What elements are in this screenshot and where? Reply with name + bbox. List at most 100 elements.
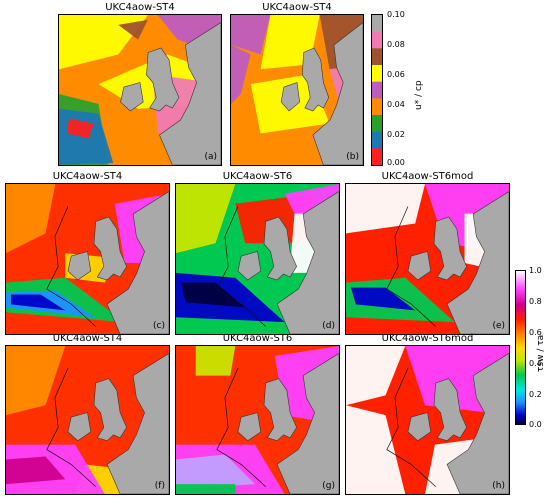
panel-g-label: (g) <box>322 481 335 491</box>
land-mass <box>263 216 297 281</box>
field-region <box>346 405 406 494</box>
land-mass <box>280 82 300 112</box>
panel-b-map <box>231 15 363 165</box>
field-region <box>346 346 406 406</box>
continuous-tick-1.0: 1.0 <box>529 266 542 275</box>
continuous-tick-0.8: 0.8 <box>529 297 542 306</box>
discrete-colorbar-label: u* / cp <box>414 80 424 110</box>
land-mass <box>446 191 509 334</box>
continuous-tick-0.0: 0.0 <box>529 420 542 429</box>
panel-c: (c) <box>5 183 170 335</box>
panel-g: (g) <box>175 345 340 495</box>
discrete-colorbar-swatches <box>372 15 382 165</box>
contour-line <box>216 368 266 487</box>
land-mass <box>263 378 297 442</box>
field-region <box>350 287 416 311</box>
contour-line <box>46 206 96 327</box>
field-region <box>180 282 246 308</box>
continuous-tick-0.6: 0.6 <box>529 328 542 337</box>
discrete-colorbar-swatch <box>372 65 382 83</box>
land-mass <box>237 412 262 442</box>
land-mass <box>146 47 180 112</box>
field-region <box>66 118 94 139</box>
panel-c-map <box>6 184 169 334</box>
discrete-colorbar-swatch <box>372 148 382 165</box>
discrete-tick-0.02: 0.02 <box>387 130 405 139</box>
land-mass <box>159 22 221 165</box>
panel-d-map <box>176 184 339 334</box>
land-mass <box>106 191 169 334</box>
contour-line <box>216 206 266 327</box>
continuous-tick-0.4: 0.4 <box>529 359 542 368</box>
field-region <box>231 15 271 55</box>
land-mass <box>106 353 169 494</box>
discrete-colorbar-swatch <box>372 131 382 149</box>
land-mass <box>433 216 467 281</box>
field-region <box>176 184 236 254</box>
contour-line <box>386 206 436 327</box>
field-region <box>346 184 426 234</box>
field-region <box>10 294 66 311</box>
contour-line <box>46 368 96 487</box>
panel-f-label: (f) <box>154 481 165 491</box>
field-region <box>6 184 56 254</box>
panel-d: (d) <box>175 183 340 335</box>
field-region <box>195 346 236 376</box>
land-mass <box>276 353 339 494</box>
panel-h-map <box>346 346 509 494</box>
field-region <box>6 346 66 416</box>
land-mass <box>446 353 509 494</box>
field-region <box>6 456 66 485</box>
discrete-colorbar-swatch <box>372 98 382 116</box>
panel-h-label: (h) <box>492 481 505 491</box>
field-region <box>176 484 236 494</box>
panel-a-title: UKC4aow-ST4 <box>105 2 175 13</box>
panel-e-title: UKC4aow-ST6mod <box>381 171 474 182</box>
panel-d-title: UKC4aow-ST6 <box>222 171 293 182</box>
panel-d-label: (d) <box>322 321 335 331</box>
panel-g-map <box>176 346 339 494</box>
panel-c-title: UKC4aow-ST4 <box>52 171 123 182</box>
land-mass <box>237 251 262 281</box>
panel-b-title: UKC4aow-ST4 <box>262 2 332 13</box>
continuous-colorbar-label: τsw / τa <box>536 334 546 372</box>
discrete-tick-0.00: 0.00 <box>387 158 405 167</box>
field-region <box>176 454 256 490</box>
land-mass <box>407 412 432 442</box>
land-mass <box>67 251 92 281</box>
panel-a-label: (a) <box>204 152 217 162</box>
panel-h: (h) <box>345 345 510 495</box>
panel-b: (b) <box>230 14 364 166</box>
continuous-tick-0.2: 0.2 <box>529 390 542 399</box>
land-mass <box>433 378 467 442</box>
panel-e: (e) <box>345 183 510 335</box>
panel-g-title: UKC4aow-ST6 <box>222 333 293 344</box>
land-mass <box>93 216 127 281</box>
discrete-colorbar-swatch <box>372 114 382 133</box>
field-region <box>118 19 148 40</box>
land-mass <box>302 47 330 112</box>
panel-f: (f) <box>5 345 170 495</box>
field-region <box>231 44 251 104</box>
panel-b-label: (b) <box>346 152 359 162</box>
panel-c-label: (c) <box>153 321 165 331</box>
panel-f-map <box>6 346 169 494</box>
discrete-tick-0.06: 0.06 <box>387 70 405 79</box>
panel-h-title: UKC4aow-ST6mod <box>381 333 474 344</box>
discrete-colorbar-swatch <box>372 15 382 33</box>
panel-e-label: (e) <box>492 321 505 331</box>
discrete-tick-0.08: 0.08 <box>387 40 405 49</box>
land-mass <box>276 191 339 334</box>
continuous-colorbar <box>515 270 526 425</box>
land-mass <box>67 412 92 442</box>
discrete-colorbar <box>371 14 383 166</box>
discrete-colorbar-swatch <box>372 48 382 66</box>
panel-a-map <box>59 15 221 165</box>
discrete-colorbar-swatch <box>372 81 382 99</box>
contour-line <box>386 368 436 487</box>
land-mass <box>312 22 363 165</box>
land-mass <box>120 82 144 112</box>
discrete-tick-0.04: 0.04 <box>387 100 405 109</box>
discrete-colorbar-swatch <box>372 31 382 49</box>
